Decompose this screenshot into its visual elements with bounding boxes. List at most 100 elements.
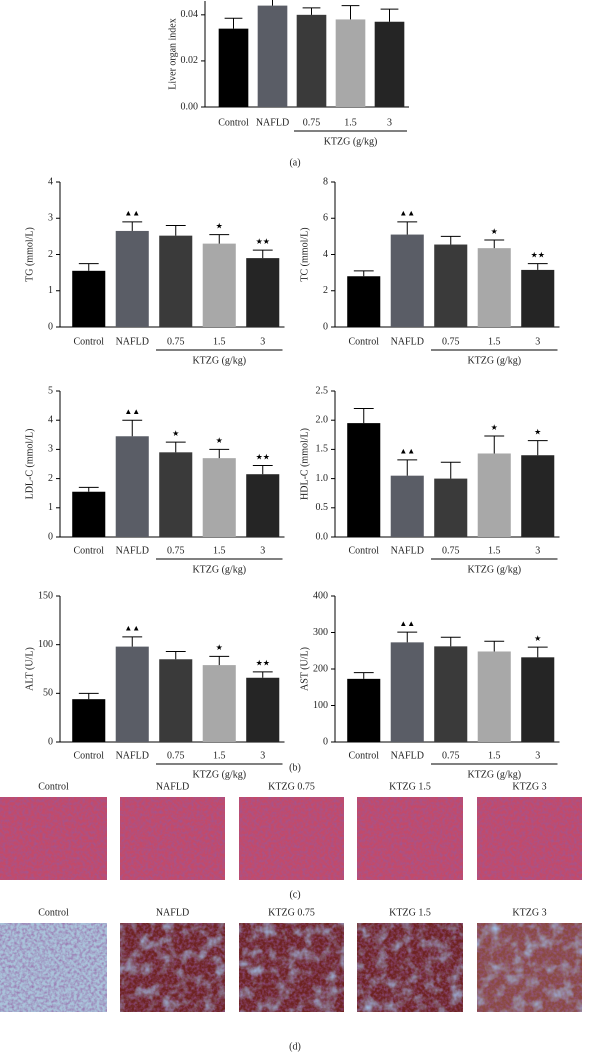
bar <box>246 258 280 327</box>
bar <box>477 651 511 742</box>
significance-marker: ★ <box>172 429 179 438</box>
x-tick-label: Control <box>218 117 249 128</box>
histology-fibrosis <box>477 923 582 1012</box>
x-tick-label: NAFLD <box>116 336 149 347</box>
caption: (b) <box>289 762 301 773</box>
bar <box>202 243 236 327</box>
bar <box>521 657 555 742</box>
histology-fibrosis <box>239 923 344 1012</box>
x-tick-label: Control <box>73 750 104 761</box>
x-tick-label: 0.75 <box>167 750 185 761</box>
significance-marker: ★ <box>534 427 541 436</box>
y-tick-label: 2 <box>48 473 53 484</box>
bar <box>434 646 468 742</box>
x-tick-label: 3 <box>535 545 540 556</box>
x-tick-label: NAFLD <box>256 117 289 128</box>
y-tick-label: 0.00 <box>181 101 199 112</box>
x-tick-label: 0.75 <box>442 545 460 556</box>
significance-marker: ▲▲ <box>124 407 140 416</box>
y-tick-label: 0 <box>48 736 53 747</box>
y-tick-label: 0.5 <box>316 502 329 513</box>
significance-marker: ★ <box>491 227 498 236</box>
panel-label: KTZG 3 <box>512 781 546 792</box>
bar <box>347 276 381 327</box>
y-tick-label: 150 <box>38 590 53 601</box>
bar <box>72 491 106 537</box>
x-tick-label: 1.5 <box>488 545 501 556</box>
group-label: KTZG (g/kg) <box>467 564 521 575</box>
y-tick-label: 4 <box>323 249 328 260</box>
histology-fibrosis <box>120 923 225 1012</box>
bar <box>159 235 193 327</box>
significance-marker: ★★ <box>256 452 270 461</box>
y-tick-label: 2.5 <box>316 385 329 396</box>
histology-texture <box>0 797 107 880</box>
y-tick-label: 4 <box>48 176 53 187</box>
x-tick-label: NAFLD <box>116 750 149 761</box>
bar <box>159 659 193 742</box>
group-label: KTZG (g/kg) <box>467 355 521 366</box>
bar <box>521 269 555 327</box>
bar <box>521 455 555 537</box>
x-tick-label: 0.75 <box>442 336 460 347</box>
x-tick-label: NAFLD <box>391 750 424 761</box>
bar <box>374 21 405 108</box>
y-tick-label: 3 <box>48 213 53 224</box>
x-tick-label: Control <box>73 336 104 347</box>
caption: (a) <box>289 157 300 168</box>
x-tick-label: 1.5 <box>344 117 357 128</box>
panel-label: Control <box>38 781 69 792</box>
y-tick-label: 8 <box>323 176 328 187</box>
significance-marker: ★ <box>491 423 498 432</box>
bar <box>434 244 468 327</box>
x-tick-label: 3 <box>535 750 540 761</box>
y-axis-label: TC (mmol/L) <box>299 227 310 281</box>
y-tick-label: 300 <box>313 627 328 638</box>
y-tick-label: 0 <box>48 321 53 332</box>
histology-texture <box>477 797 582 880</box>
bar <box>202 458 236 537</box>
y-tick-label: 1 <box>48 285 53 296</box>
panel-label: KTZG 3 <box>512 907 546 918</box>
x-tick-label: 3 <box>260 336 265 347</box>
group-label: KTZG (g/kg) <box>467 769 521 780</box>
histology-texture <box>0 923 107 1012</box>
bar <box>202 665 236 742</box>
y-tick-label: 1.5 <box>316 444 329 455</box>
x-tick-label: 1.5 <box>488 336 501 347</box>
significance-marker: ★★ <box>256 659 270 668</box>
y-axis-label: ALT (U/L) <box>24 647 35 691</box>
bar <box>115 436 149 537</box>
bar <box>72 699 106 742</box>
y-tick-label: 0.02 <box>181 55 199 66</box>
significance-marker: ▲▲ <box>124 624 140 633</box>
x-tick-label: 1.5 <box>213 750 226 761</box>
x-tick-label: NAFLD <box>116 545 149 556</box>
bar <box>390 234 424 327</box>
y-axis-label: Liver organ index <box>167 18 178 89</box>
bar <box>434 478 468 537</box>
x-tick-label: Control <box>348 750 379 761</box>
x-tick-label: 3 <box>387 117 392 128</box>
x-tick-label: 0.75 <box>442 750 460 761</box>
x-tick-label: 0.75 <box>167 545 185 556</box>
y-tick-label: 100 <box>313 700 328 711</box>
significance-marker: ▲▲ <box>399 619 415 628</box>
histology-texture <box>239 797 344 880</box>
bar <box>477 453 511 537</box>
x-tick-label: 1.5 <box>488 750 501 761</box>
x-tick-label: Control <box>73 545 104 556</box>
x-tick-label: 0.75 <box>303 117 321 128</box>
bar <box>390 475 424 537</box>
y-tick-label: 1 <box>48 502 53 513</box>
significance-marker: ★ <box>216 643 223 652</box>
histology-fibrosis <box>357 923 463 1012</box>
x-tick-label: 1.5 <box>213 545 226 556</box>
y-tick-label: 100 <box>38 639 53 650</box>
x-tick-label: 3 <box>535 336 540 347</box>
y-tick-label: 400 <box>313 590 328 601</box>
bar <box>159 452 193 537</box>
bar <box>72 270 106 327</box>
panel-label: Control <box>38 907 69 918</box>
